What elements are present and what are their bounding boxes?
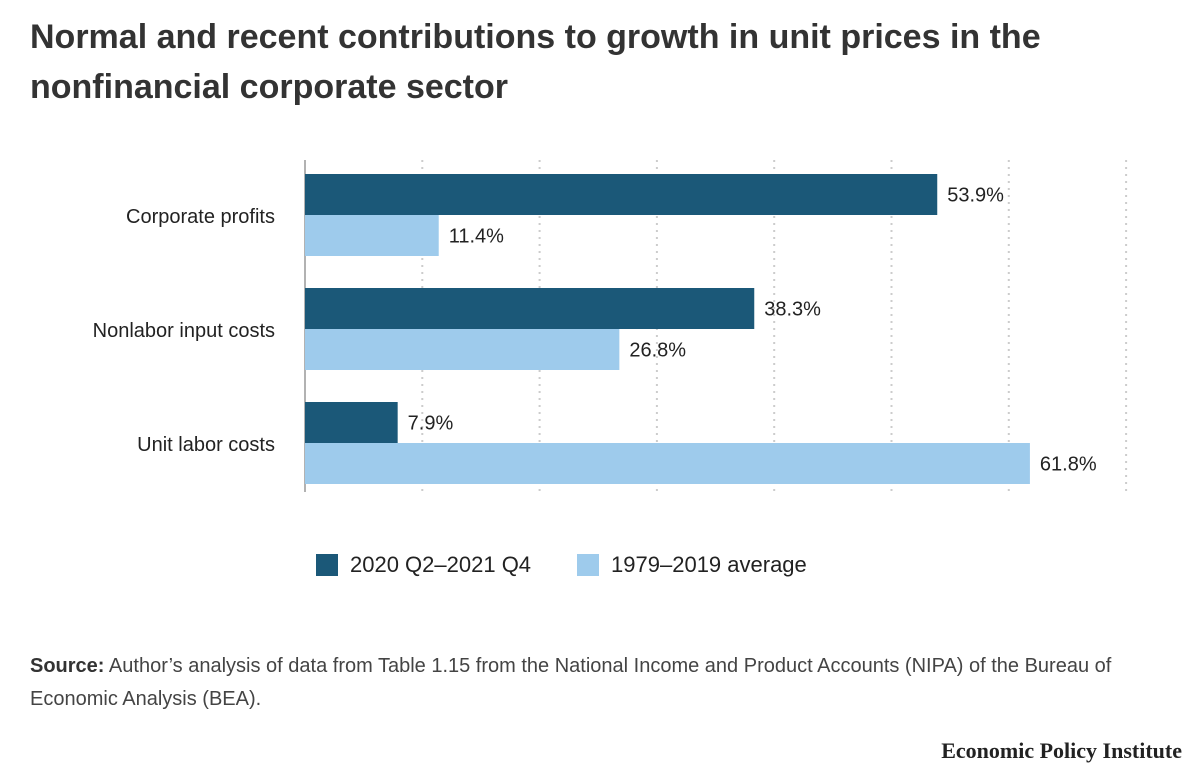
bar-chart: Corporate profits 53.9% 11.4% Nonlabor inpu… [93,160,1128,492]
bar-average [305,329,620,370]
chart-title: Normal and recent contributions to growt… [30,18,1041,106]
legend-item-average: 1979–2019 average [577,552,807,578]
category-label: Corporate profits [126,206,275,228]
source-label: Source: [30,655,105,677]
bar-recent [305,288,755,329]
category-label: Unit labor costs [137,434,275,456]
bar-recent [305,174,938,215]
legend-label-recent: 2020 Q2–2021 Q4 [350,552,532,577]
bar-recent [305,402,398,443]
source-note: Source: Author’s analysis of data from T… [30,650,1150,716]
category-label: Nonlabor input costs [93,320,275,342]
legend-swatch-average [577,554,600,576]
data-label: 11.4% [449,226,504,248]
bar-average [305,443,1030,484]
legend-swatch-recent [316,554,338,576]
data-label: 61.8% [1040,454,1097,476]
organization-wordmark: Economic Policy Institute [941,738,1182,763]
legend-label-average: 1979–2019 average [611,552,807,577]
bars: Corporate profits 53.9% 11.4% Nonlabor inpu… [93,174,1097,484]
data-label: 38.3% [764,299,821,321]
legend: 2020 Q2–2021 Q4 1979–2019 average [316,552,853,578]
legend-item-recent: 2020 Q2–2021 Q4 [316,552,531,578]
bar-average [305,215,439,256]
data-label: 26.8% [629,340,686,362]
source-text: Author’s analysis of data from Table 1.1… [30,655,1112,710]
data-label: 53.9% [947,185,1004,207]
data-label: 7.9% [408,413,454,435]
